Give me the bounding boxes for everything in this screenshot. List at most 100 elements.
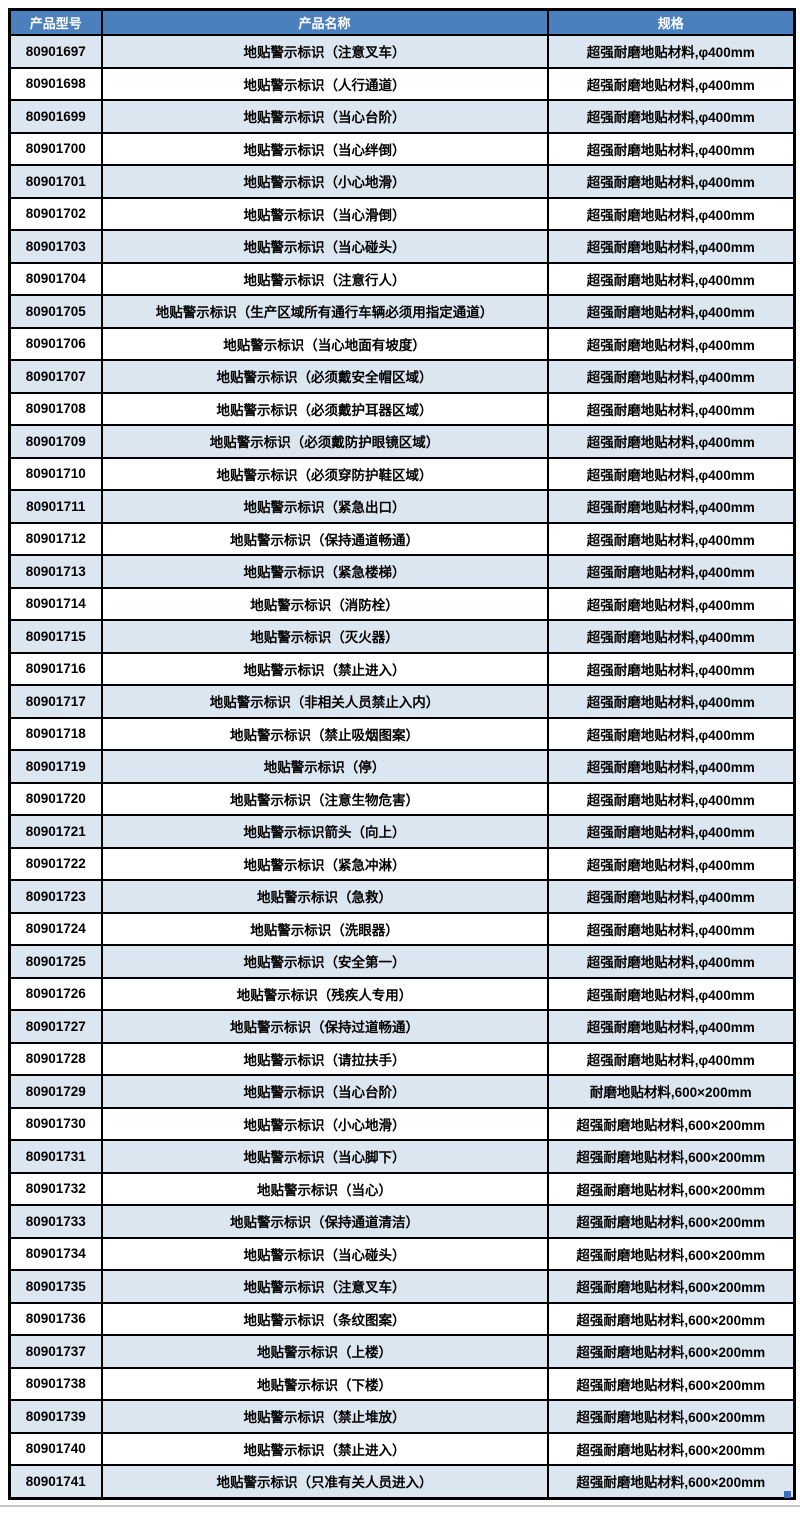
cell-spec[interactable]: 超强耐磨地贴材料,φ400mm xyxy=(546,1009,796,1044)
cell-spec[interactable]: 超强耐磨地贴材料,600×200mm xyxy=(546,1334,796,1369)
cell-model[interactable]: 80901705 xyxy=(8,294,103,329)
cell-name[interactable]: 地贴警示标识（禁止堆放） xyxy=(100,1399,549,1434)
cell-spec[interactable]: 超强耐磨地贴材料,600×200mm xyxy=(546,1366,796,1401)
cell-spec[interactable]: 超强耐磨地贴材料,φ400mm xyxy=(546,66,796,101)
cell-model[interactable]: 80901721 xyxy=(8,814,103,849)
cell-spec[interactable]: 超强耐磨地贴材料,φ400mm xyxy=(546,749,796,784)
cell-name[interactable]: 地贴警示标识（当心脚下） xyxy=(100,1139,549,1174)
cell-model[interactable]: 80901716 xyxy=(8,651,103,686)
cell-name[interactable]: 地贴警示标识箭头（向上） xyxy=(100,814,549,849)
cell-name[interactable]: 地贴警示标识（紧急冲淋） xyxy=(100,846,549,881)
cell-model[interactable]: 80901698 xyxy=(8,66,103,101)
cell-model[interactable]: 80901710 xyxy=(8,456,103,491)
cell-name[interactable]: 地贴警示标识（灭火器） xyxy=(100,619,549,654)
cell-name[interactable]: 地贴警示标识（下楼） xyxy=(100,1366,549,1401)
cell-model[interactable]: 80901697 xyxy=(8,34,103,69)
cell-spec[interactable]: 超强耐磨地贴材料,φ400mm xyxy=(546,261,796,296)
cell-spec[interactable]: 超强耐磨地贴材料,φ400mm xyxy=(546,684,796,719)
cell-spec[interactable]: 超强耐磨地贴材料,600×200mm xyxy=(546,1106,796,1141)
cell-model[interactable]: 80901723 xyxy=(8,879,103,914)
cell-name[interactable]: 地贴警示标识（当心绊倒） xyxy=(100,131,549,166)
cell-model[interactable]: 80901722 xyxy=(8,846,103,881)
cell-model[interactable]: 80901733 xyxy=(8,1204,103,1239)
cell-spec[interactable]: 超强耐磨地贴材料,600×200mm xyxy=(546,1171,796,1206)
cell-spec[interactable]: 超强耐磨地贴材料,600×200mm xyxy=(546,1204,796,1239)
cell-name[interactable]: 地贴警示标识（当心） xyxy=(100,1171,549,1206)
cell-model[interactable]: 80901737 xyxy=(8,1334,103,1369)
cell-model[interactable]: 80901730 xyxy=(8,1106,103,1141)
cell-spec[interactable]: 超强耐磨地贴材料,φ400mm xyxy=(546,359,796,394)
cell-spec[interactable]: 超强耐磨地贴材料,φ400mm xyxy=(546,326,796,361)
cell-spec[interactable]: 超强耐磨地贴材料,600×200mm xyxy=(546,1464,796,1499)
cell-model[interactable]: 80901724 xyxy=(8,911,103,946)
cell-model[interactable]: 80901706 xyxy=(8,326,103,361)
cell-spec[interactable]: 超强耐磨地贴材料,φ400mm xyxy=(546,229,796,264)
cell-model[interactable]: 80901718 xyxy=(8,716,103,751)
cell-model[interactable]: 80901735 xyxy=(8,1269,103,1304)
cell-model[interactable]: 80901731 xyxy=(8,1139,103,1174)
cell-model[interactable]: 80901739 xyxy=(8,1399,103,1434)
cell-name[interactable]: 地贴警示标识（安全第一） xyxy=(100,944,549,979)
cell-model[interactable]: 80901734 xyxy=(8,1236,103,1271)
cell-model[interactable]: 80901736 xyxy=(8,1301,103,1336)
cell-model[interactable]: 80901707 xyxy=(8,359,103,394)
cell-name[interactable]: 地贴警示标识（注意行人） xyxy=(100,261,549,296)
cell-name[interactable]: 地贴警示标识（禁止吸烟图案） xyxy=(100,716,549,751)
cell-spec[interactable]: 超强耐磨地贴材料,600×200mm xyxy=(546,1236,796,1271)
cell-spec[interactable]: 超强耐磨地贴材料,φ400mm xyxy=(546,846,796,881)
cell-spec[interactable]: 超强耐磨地贴材料,φ400mm xyxy=(546,814,796,849)
cell-spec[interactable]: 超强耐磨地贴材料,600×200mm xyxy=(546,1139,796,1174)
cell-model[interactable]: 80901740 xyxy=(8,1431,103,1466)
cell-name[interactable]: 地贴警示标识（人行通道） xyxy=(100,66,549,101)
cell-name[interactable]: 地贴警示标识（保持过道畅通） xyxy=(100,1009,549,1044)
cell-model[interactable]: 80901711 xyxy=(8,489,103,524)
cell-name[interactable]: 地贴警示标识（条纹图案） xyxy=(100,1301,549,1336)
cell-model[interactable]: 80901714 xyxy=(8,586,103,621)
cell-name[interactable]: 地贴警示标识（禁止进入） xyxy=(100,1431,549,1466)
cell-name[interactable]: 地贴警示标识（禁止进入） xyxy=(100,651,549,686)
cell-name[interactable]: 地贴警示标识（必须穿防护鞋区域） xyxy=(100,456,549,491)
selection-fill-handle[interactable] xyxy=(784,1490,791,1498)
cell-model[interactable]: 80901713 xyxy=(8,554,103,589)
cell-name[interactable]: 地贴警示标识（必须戴安全帽区域） xyxy=(100,359,549,394)
cell-name[interactable]: 地贴警示标识（注意生物危害） xyxy=(100,781,549,816)
cell-name[interactable]: 地贴警示标识（生产区域所有通行车辆必须用指定通道） xyxy=(100,294,549,329)
cell-spec[interactable]: 超强耐磨地贴材料,φ400mm xyxy=(546,131,796,166)
cell-name[interactable]: 地贴警示标识（只准有关人员进入） xyxy=(100,1464,549,1499)
cell-spec[interactable]: 超强耐磨地贴材料,600×200mm xyxy=(546,1399,796,1434)
cell-model[interactable]: 80901702 xyxy=(8,196,103,231)
cell-model[interactable]: 80901712 xyxy=(8,521,103,556)
cell-spec[interactable]: 超强耐磨地贴材料,φ400mm xyxy=(546,554,796,589)
cell-spec[interactable]: 超强耐磨地贴材料,φ400mm xyxy=(546,716,796,751)
cell-spec[interactable]: 超强耐磨地贴材料,600×200mm xyxy=(546,1431,796,1466)
cell-name[interactable]: 地贴警示标识（当心碰头） xyxy=(100,1236,549,1271)
cell-spec[interactable]: 超强耐磨地贴材料,φ400mm xyxy=(546,489,796,524)
cell-model[interactable]: 80901720 xyxy=(8,781,103,816)
cell-name[interactable]: 地贴警示标识（必须戴护耳器区域） xyxy=(100,391,549,426)
cell-spec[interactable]: 超强耐磨地贴材料,φ400mm xyxy=(546,586,796,621)
cell-model[interactable]: 80901715 xyxy=(8,619,103,654)
cell-spec[interactable]: 超强耐磨地贴材料,φ400mm xyxy=(546,619,796,654)
cell-name[interactable]: 地贴警示标识（残疾人专用） xyxy=(100,976,549,1011)
cell-spec[interactable]: 超强耐磨地贴材料,φ400mm xyxy=(546,911,796,946)
cell-model[interactable]: 80901700 xyxy=(8,131,103,166)
cell-spec[interactable]: 超强耐磨地贴材料,φ400mm xyxy=(546,1041,796,1076)
cell-model[interactable]: 80901701 xyxy=(8,164,103,199)
cell-spec[interactable]: 超强耐磨地贴材料,φ400mm xyxy=(546,456,796,491)
cell-model[interactable]: 80901708 xyxy=(8,391,103,426)
cell-model[interactable]: 80901741 xyxy=(8,1464,103,1499)
cell-name[interactable]: 地贴警示标识（紧急出口） xyxy=(100,489,549,524)
cell-model[interactable]: 80901709 xyxy=(8,424,103,459)
cell-name[interactable]: 地贴警示标识（停） xyxy=(100,749,549,784)
cell-spec[interactable]: 超强耐磨地贴材料,φ400mm xyxy=(546,391,796,426)
cell-name[interactable]: 地贴警示标识（当心碰头） xyxy=(100,229,549,264)
cell-model[interactable]: 80901729 xyxy=(8,1074,103,1109)
cell-model[interactable]: 80901703 xyxy=(8,229,103,264)
cell-model[interactable]: 80901728 xyxy=(8,1041,103,1076)
cell-name[interactable]: 地贴警示标识（必须戴防护眼镜区域） xyxy=(100,424,549,459)
cell-spec[interactable]: 超强耐磨地贴材料,φ400mm xyxy=(546,521,796,556)
cell-model[interactable]: 80901725 xyxy=(8,944,103,979)
cell-name[interactable]: 地贴警示标识（当心台阶） xyxy=(100,1074,549,1109)
cell-spec[interactable]: 超强耐磨地贴材料,φ400mm xyxy=(546,34,796,69)
cell-spec[interactable]: 超强耐磨地贴材料,φ400mm xyxy=(546,944,796,979)
